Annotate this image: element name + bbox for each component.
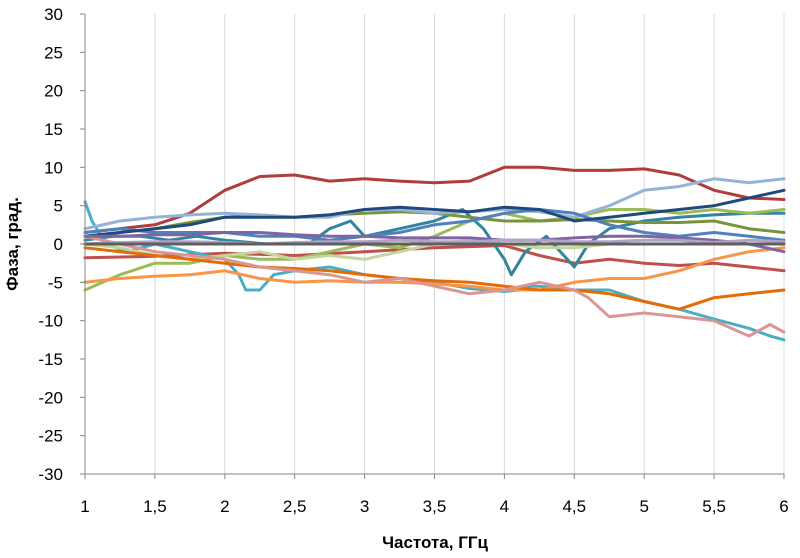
x-tick-label: 5,5 — [702, 497, 726, 516]
x-tick-label: 6 — [779, 497, 788, 516]
series-line-10 — [83, 234, 786, 338]
y-tick-label: -15 — [38, 350, 63, 369]
x-axis-title: Частота, ГГц — [382, 533, 488, 552]
y-tick-label: 15 — [44, 120, 63, 139]
y-tick-label: -30 — [38, 465, 63, 484]
y-tick-label: 20 — [44, 82, 63, 101]
y-tick-label: -25 — [38, 427, 63, 446]
series-line-9 — [83, 246, 786, 311]
y-tick-label: 30 — [44, 5, 63, 24]
series-line-8 — [83, 246, 786, 292]
x-tick-label: 4 — [500, 497, 509, 516]
y-tick-labels: 30 25 20 15 10 5 0 -5 -10 -15 -20 -25 -30 — [38, 5, 85, 484]
series-line-1 — [83, 165, 786, 234]
series-line-13 — [83, 188, 786, 238]
y-tick-label: 10 — [44, 158, 63, 177]
y-axis-title: Фаза, град. — [3, 197, 22, 291]
x-tick-label: 2,5 — [283, 497, 307, 516]
x-tick-label: 5 — [639, 497, 648, 516]
y-tick-label: 25 — [44, 43, 63, 62]
x-tick-label: 2 — [220, 497, 229, 516]
series-line-12 — [83, 208, 786, 242]
x-tick-label: 3,5 — [423, 497, 447, 516]
y-tick-label: -5 — [48, 273, 63, 292]
y-tick-label: 0 — [54, 235, 63, 254]
series-lines — [83, 165, 786, 342]
x-tick-labels: 1 1,5 2 2,5 3 3,5 4 4,5 5 5,5 6 — [80, 474, 789, 516]
x-tick-label: 3 — [360, 497, 369, 516]
series-line-14 — [83, 231, 786, 254]
y-tick-label: -10 — [38, 312, 63, 331]
x-tick-label: 4,5 — [562, 497, 586, 516]
x-tick-label: 1 — [80, 497, 89, 516]
series-line-11 — [83, 177, 786, 231]
y-tick-label: -20 — [38, 388, 63, 407]
series-line-15 — [83, 238, 786, 246]
x-tick-label: 1,5 — [143, 497, 167, 516]
y-tick-label: 5 — [54, 197, 63, 216]
